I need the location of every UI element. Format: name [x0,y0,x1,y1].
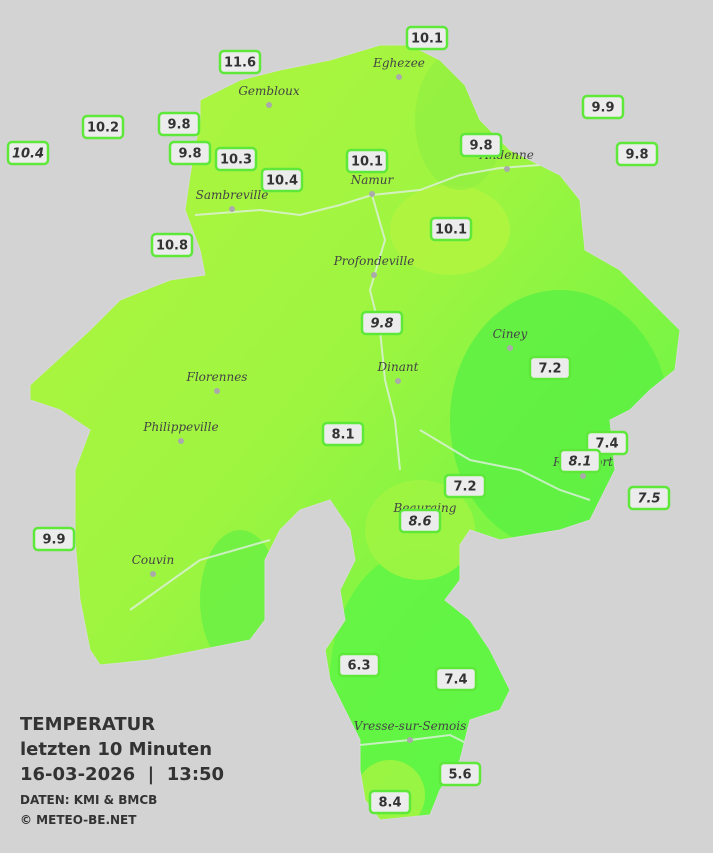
city-label: Florennes [186,370,248,384]
city-dot [580,473,586,479]
station-value: 7.2 [453,480,476,495]
station-box [157,111,201,137]
station-value: 10.1 [411,32,443,47]
station-box [585,430,629,456]
city-label: Couvin [132,553,174,567]
station-box [337,652,381,678]
station-box [405,25,449,51]
station-box [459,132,503,158]
station-value: 10.8 [156,239,188,254]
station-box [434,666,478,692]
station-box [429,216,473,242]
legend-title: TEMPERATUR [20,714,155,735]
station-value: 10.2 [87,121,119,136]
city-dot [214,388,220,394]
city-dot [395,378,401,384]
station-value: 9.8 [469,139,492,154]
station-value: 9.8 [167,118,190,133]
station-value: 10.1 [435,223,467,238]
station-box [32,526,76,552]
city-label: Eghezee [372,56,425,70]
station-value: 6.3 [347,659,370,674]
city-dot [371,272,377,278]
station-box [443,473,487,499]
legend-subtitle: letzten 10 Minuten [20,739,212,760]
station-box [6,140,50,166]
legend-source: DATEN: KMI & BMCB [20,793,157,807]
station-value: 8.1 [568,455,591,470]
station-box [627,485,671,511]
legend-copyright: © METEO-BE.NET [20,813,137,827]
city-label: Ciney [493,327,528,341]
city-label: Sambreville [196,188,269,202]
station-box [528,355,572,381]
city-dot [266,102,272,108]
station-value: 7.4 [595,437,618,452]
station-box [438,761,482,787]
station-box [321,421,365,447]
station-value: 9.8 [370,317,393,332]
city-label: Dinant [377,360,419,374]
station-box [360,310,404,336]
station-value: 8.1 [331,428,354,443]
station-value: 9.9 [591,101,614,116]
station-value: 8.6 [408,515,431,530]
station-box [345,148,389,174]
station-value: 11.6 [224,56,256,71]
city-dot [369,191,375,197]
station-value: 7.2 [538,362,561,377]
station-box [260,167,304,193]
station-value: 7.5 [637,492,660,507]
city-label: Namur [350,173,395,187]
station-box [214,146,258,172]
station-box [398,508,442,534]
city-label: Vresse-sur-Semois [354,719,467,733]
station-value: 5.6 [448,768,471,783]
station-box [150,232,194,258]
station-value: 7.4 [444,673,467,688]
station-value: 10.3 [220,153,252,168]
city-dot [178,438,184,444]
station-value: 9.9 [42,533,65,548]
station-value: 9.8 [178,147,201,162]
city-dot [396,74,402,80]
station-value: 8.4 [378,796,401,811]
station-value: 10.1 [351,155,383,170]
city-label: Gembloux [238,84,300,98]
city-dot [150,571,156,577]
city-label: Profondeville [333,254,415,268]
city-dot [507,345,513,351]
station-box [615,141,659,167]
station-box [168,140,212,166]
station-value: 10.4 [266,174,298,189]
station-box [368,789,412,815]
station-box [558,448,602,474]
legend-datetime: 16-03-2026 | 13:50 [20,764,224,785]
station-box [218,49,262,75]
station-value: 10.4 [12,147,44,162]
city-dot [504,166,510,172]
city-dot [407,737,413,743]
station-box [81,114,125,140]
station-value: 9.8 [625,148,648,163]
city-label: Philippeville [142,420,218,434]
city-dot [229,206,235,212]
station-box [581,94,625,120]
